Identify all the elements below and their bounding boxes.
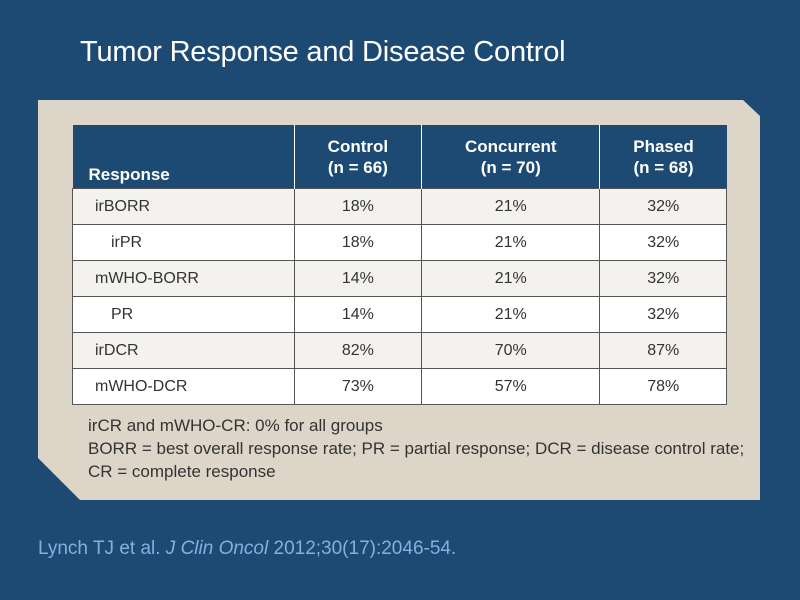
cell-concurrent: 70% bbox=[421, 332, 601, 369]
table-row: mWHO-BORR 14% 21% 32% bbox=[72, 260, 727, 297]
footnote-cr: irCR and mWHO-CR: 0% for all groups bbox=[88, 416, 383, 435]
cell-phased: 32% bbox=[599, 260, 727, 297]
slide-title: Tumor Response and Disease Control bbox=[80, 36, 566, 68]
citation-authors: Lynch TJ et al. bbox=[38, 538, 166, 559]
column-header-phased: Phased (n = 68) bbox=[599, 125, 727, 189]
cell-concurrent: 57% bbox=[421, 368, 601, 405]
cell-control: 18% bbox=[293, 188, 423, 225]
row-label: irPR bbox=[72, 224, 295, 261]
table-row: irBORR 18% 21% 32% bbox=[72, 188, 727, 225]
cell-phased: 32% bbox=[599, 188, 727, 225]
table-row: irDCR 82% 70% 87% bbox=[72, 332, 727, 369]
row-label: mWHO-BORR bbox=[72, 260, 295, 297]
table-row: mWHO-DCR 73% 57% 78% bbox=[72, 368, 727, 405]
cell-control: 82% bbox=[293, 332, 423, 369]
column-header-concurrent: Concurrent (n = 70) bbox=[421, 125, 600, 189]
cell-control: 14% bbox=[293, 296, 423, 333]
table-row: irPR 18% 21% 32% bbox=[72, 224, 727, 261]
row-label: irBORR bbox=[72, 188, 295, 225]
cell-phased: 32% bbox=[599, 224, 727, 261]
cell-control: 73% bbox=[293, 368, 423, 405]
table-row: PR 14% 21% 32% bbox=[72, 296, 727, 333]
cell-phased: 87% bbox=[599, 332, 727, 369]
citation-details: 2012;30(17):2046-54. bbox=[268, 538, 457, 559]
cell-concurrent: 21% bbox=[421, 188, 601, 225]
cell-concurrent: 21% bbox=[421, 260, 601, 297]
response-table: Response Control (n = 66) Concurrent (n = … bbox=[72, 125, 727, 405]
cell-control: 18% bbox=[293, 224, 423, 261]
cell-concurrent: 21% bbox=[421, 224, 601, 261]
citation-journal: J Clin Oncol bbox=[165, 538, 269, 559]
footnotes: irCR and mWHO-CR: 0% for all groups BORR… bbox=[88, 414, 753, 483]
cell-phased: 32% bbox=[599, 296, 727, 333]
citation: Lynch TJ et al. J Clin Oncol 2012;30(17)… bbox=[38, 538, 456, 560]
table-header-row: Response Control (n = 66) Concurrent (n = … bbox=[72, 125, 727, 189]
cell-control: 14% bbox=[293, 260, 423, 297]
column-header-control: Control (n = 66) bbox=[293, 125, 422, 189]
footnote-abbreviations: BORR = best overall response rate; PR = … bbox=[88, 439, 745, 481]
row-label: irDCR bbox=[72, 332, 295, 369]
row-label: PR bbox=[72, 296, 295, 333]
cell-phased: 78% bbox=[599, 368, 727, 405]
row-label: mWHO-DCR bbox=[72, 368, 295, 405]
content-panel: Response Control (n = 66) Concurrent (n = … bbox=[38, 100, 760, 500]
cell-concurrent: 21% bbox=[421, 296, 601, 333]
column-header-response: Response bbox=[72, 125, 295, 189]
